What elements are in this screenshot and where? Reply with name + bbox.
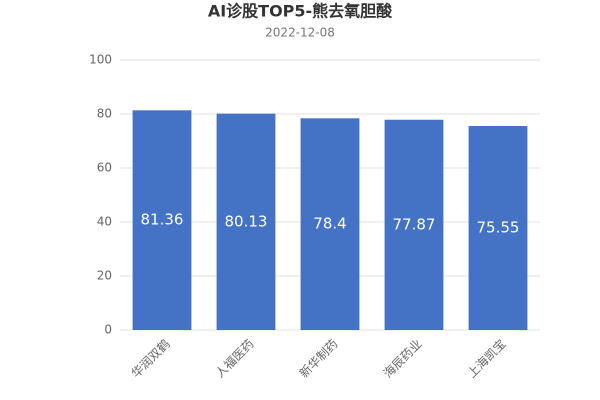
y-tick-label: 20 (97, 269, 112, 283)
x-tick-label: 人福医药 (212, 336, 257, 381)
value-label: 80.13 (225, 212, 268, 230)
value-label: 81.36 (141, 211, 184, 229)
bar (384, 119, 444, 330)
value-label: 78.4 (313, 215, 346, 233)
x-tick-label: 华润双鹤 (128, 336, 173, 381)
value-label: 75.55 (477, 219, 520, 237)
y-tick-label: 100 (89, 53, 112, 67)
bar (468, 126, 528, 330)
value-label: 77.87 (393, 215, 436, 233)
chart-subtitle: 2022-12-08 (265, 26, 335, 40)
x-tick-label: 新华制药 (296, 336, 341, 381)
y-tick-label: 40 (97, 215, 112, 229)
bar (300, 118, 360, 330)
y-tick-label: 80 (97, 107, 112, 121)
y-tick-label: 60 (97, 161, 112, 175)
x-tick-label: 上海凯宝 (464, 336, 509, 381)
chart-title: AI诊股TOP5-熊去氧胆酸 (208, 2, 393, 21)
y-tick-label: 0 (104, 323, 112, 337)
x-tick-label: 海辰药业 (380, 336, 425, 381)
bar (216, 113, 276, 330)
bar (132, 110, 192, 330)
